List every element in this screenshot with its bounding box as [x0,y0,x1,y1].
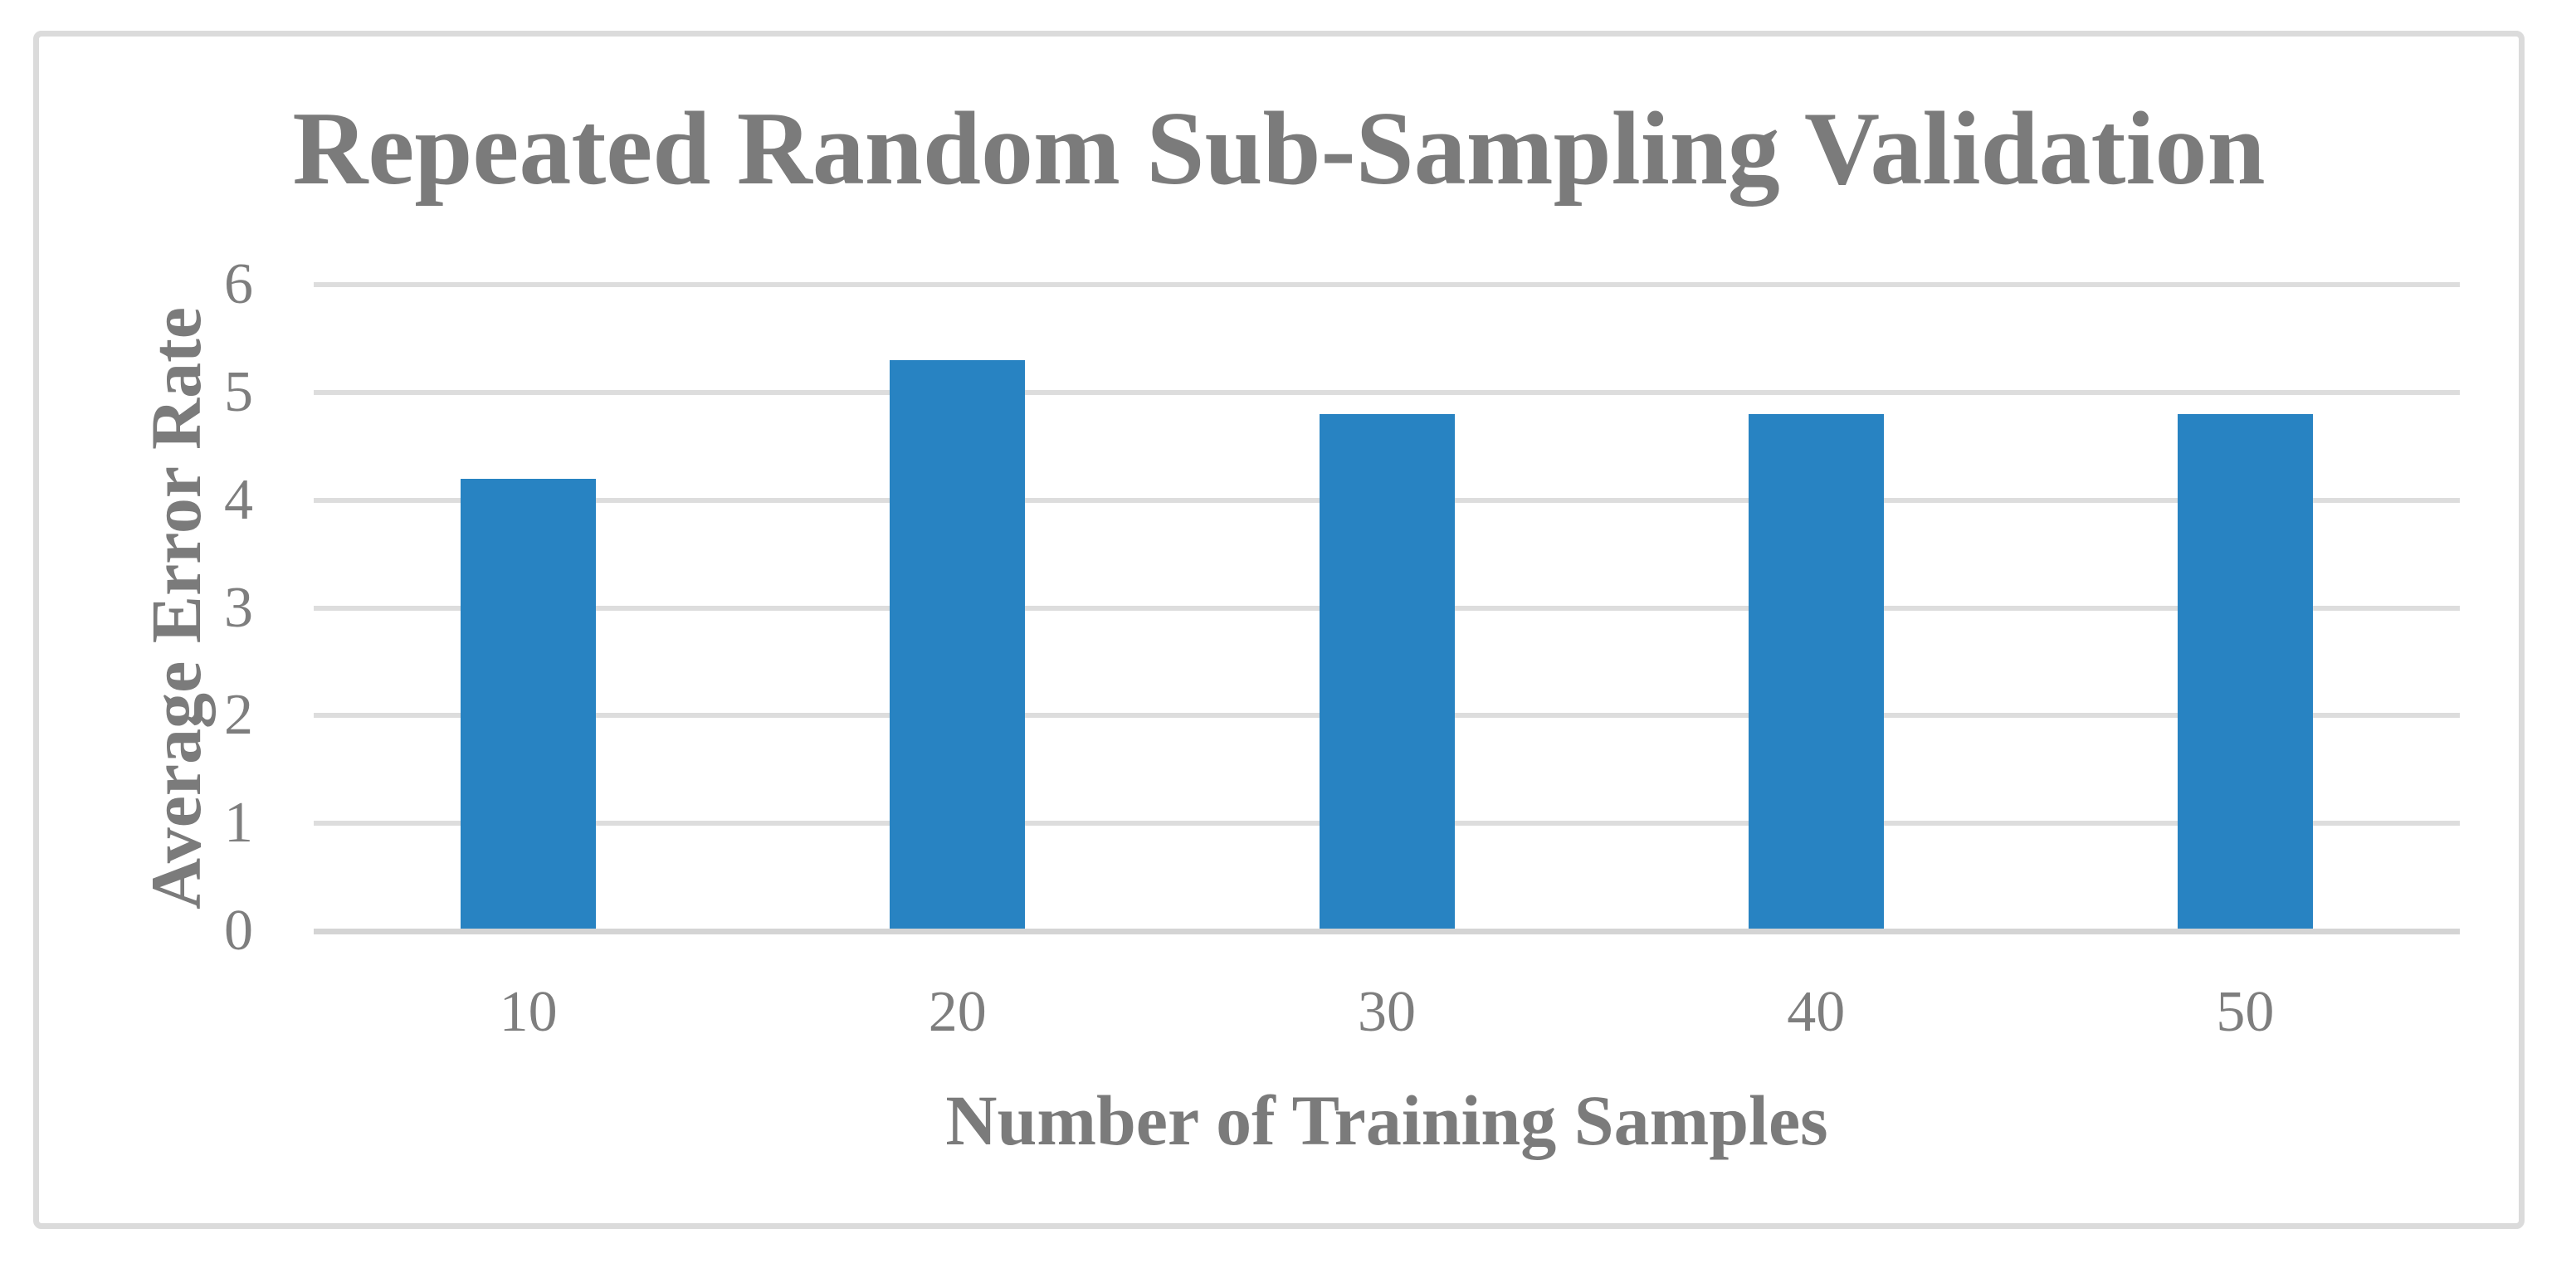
x-axis-title: Number of Training Samples [945,1080,1828,1160]
y-axis-title: Average Error Rate [136,307,216,910]
chart-title: Repeated Random Sub-Sampling Validation [292,91,2266,207]
chart-frame [33,31,2525,1229]
